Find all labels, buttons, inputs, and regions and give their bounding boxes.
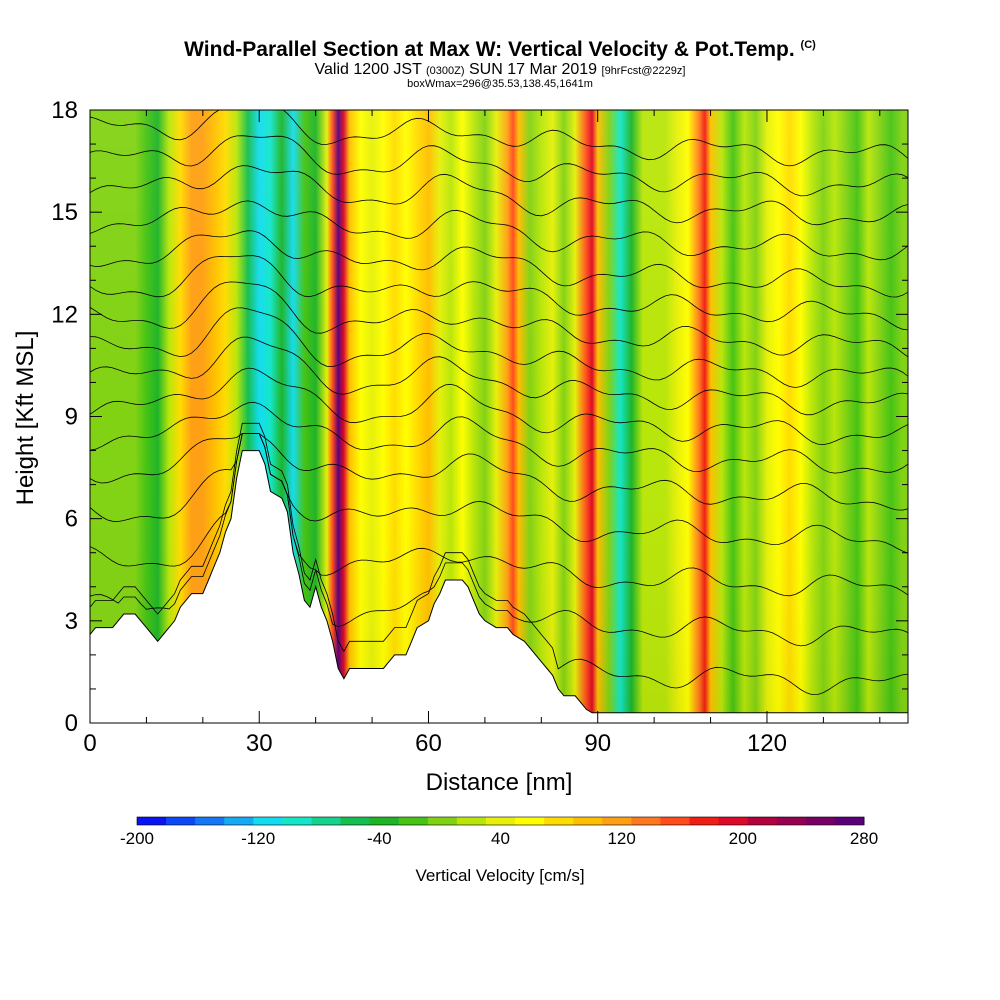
colorbar-tick-label: -120 xyxy=(241,829,275,848)
colorbar-swatch xyxy=(340,817,371,825)
colorbar-swatch xyxy=(166,817,196,825)
theta-contour xyxy=(90,433,908,511)
colorbar-tick-label: 200 xyxy=(729,829,757,848)
y-tick-label: 15 xyxy=(51,199,78,226)
theta-contour xyxy=(90,433,908,647)
x-tick-label: 30 xyxy=(246,730,273,757)
theta-contour xyxy=(90,110,908,167)
theta-contour xyxy=(90,200,908,261)
subtitle-utc-time: (0300Z) xyxy=(426,65,465,77)
colorbar-frame xyxy=(136,816,865,826)
colorbar-swatch xyxy=(137,817,167,825)
colorbar-swatch xyxy=(834,817,865,825)
colorbar-swatch xyxy=(311,817,342,825)
subtitle-valid-time: Valid 1200 JST xyxy=(314,61,422,78)
theta-contour xyxy=(90,336,908,416)
colorbar-swatch xyxy=(398,817,429,825)
colorbar-swatch xyxy=(282,817,312,825)
theta-contour xyxy=(90,307,908,388)
colorbar-swatch xyxy=(456,817,487,825)
colorbar-swatch xyxy=(689,817,720,825)
colorbar-swatch xyxy=(515,817,545,825)
y-tick-label: 9 xyxy=(65,404,78,431)
x-tick-label: 120 xyxy=(747,730,787,757)
colorbar-swatch xyxy=(544,817,574,825)
y-tick-label: 6 xyxy=(65,506,78,533)
y-axis: 0 3 6 9 12 15 18 xyxy=(51,97,908,737)
colorbar-swatch xyxy=(660,817,691,825)
x-tick-label: 90 xyxy=(584,730,611,757)
y-tick-label: 3 xyxy=(65,608,78,635)
theta-contour xyxy=(90,367,908,446)
x-axis: 0 30 60 90 120 xyxy=(83,110,881,757)
subtitle-date: SUN 17 Mar 2019 xyxy=(469,61,598,78)
colorbar-swatch xyxy=(224,817,254,825)
colorbar-tick-label: -200 xyxy=(120,829,154,848)
plot-area xyxy=(90,110,908,723)
chart-note: boxWmax=296@35.53,138.45,1641m xyxy=(407,78,593,90)
colorbar-swatch xyxy=(602,817,632,825)
chart-title-text: Wind-Parallel Section at Max W: Vertical… xyxy=(184,38,795,61)
chart-subtitle: Valid 1200 JST (0300Z) SUN 17 Mar 2019 [… xyxy=(0,61,1000,79)
colorbar-tick-label: 40 xyxy=(491,829,510,848)
theta-contour xyxy=(90,165,908,226)
theta-contour xyxy=(90,433,908,554)
theta-contour xyxy=(90,135,908,197)
theta-contour xyxy=(90,401,908,474)
colorbar-label: Vertical Velocity [cm/s] xyxy=(415,866,584,885)
x-tick-label: 0 xyxy=(83,730,96,757)
x-axis-label: Distance [nm] xyxy=(426,769,573,796)
terrain xyxy=(90,450,908,723)
chart-title: Wind-Parallel Section at Max W: Vertical… xyxy=(0,38,1000,62)
colorbar-swatch xyxy=(253,817,283,825)
chart-title-sup: (C) xyxy=(800,39,816,51)
colorbar-tick-label: -40 xyxy=(367,829,392,848)
theta-contour xyxy=(90,255,908,331)
theta-contour xyxy=(90,433,908,597)
subtitle-forecast: [9hrFcst@2229z] xyxy=(601,65,686,77)
colorbar-swatch xyxy=(805,817,836,825)
theta-contours xyxy=(90,110,908,696)
colorbar-swatch xyxy=(573,817,603,825)
y-tick-label: 0 xyxy=(65,710,78,737)
colorbar-swatch xyxy=(485,817,516,825)
colorbar-swatch xyxy=(427,817,458,825)
y-tick-label: 18 xyxy=(51,97,78,124)
colorbar-swatch xyxy=(369,817,400,825)
colorbar-swatch xyxy=(718,817,749,825)
colorbar-tick-label: 280 xyxy=(850,829,878,848)
theta-contour xyxy=(90,230,908,298)
colorbar-swatch xyxy=(195,817,225,825)
colorbar: -200 -120 -40 40 120 200 280 xyxy=(120,816,878,848)
theta-contour xyxy=(90,422,908,696)
colorbar-swatch xyxy=(776,817,807,825)
y-axis-label: Height [Kft MSL] xyxy=(12,331,39,506)
colorbar-swatch xyxy=(747,817,778,825)
colorbar-tick-label: 120 xyxy=(607,829,635,848)
colorbar-swatch xyxy=(631,817,661,825)
y-tick-label: 12 xyxy=(51,301,78,328)
x-tick-label: 60 xyxy=(415,730,442,757)
theta-contour xyxy=(90,281,908,358)
